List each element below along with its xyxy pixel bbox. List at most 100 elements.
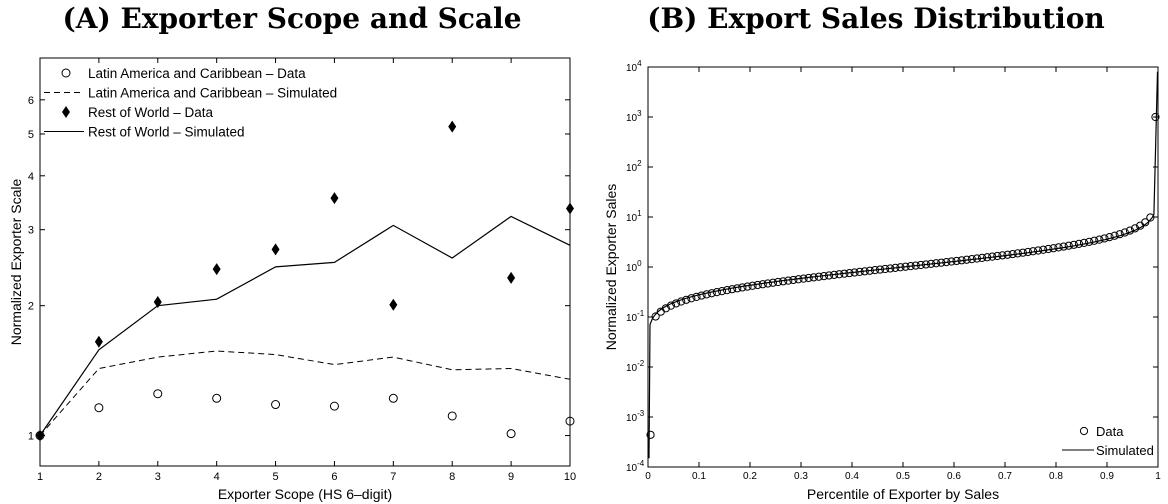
point-data (763, 279, 772, 288)
point-data (779, 277, 788, 286)
point-data (1039, 245, 1048, 254)
x-tick-label-a: 1 (37, 471, 43, 483)
y-tick-label-b: 103 (626, 109, 642, 124)
point-row-data (94, 335, 103, 348)
point-row-data (330, 192, 339, 205)
point-data (952, 256, 961, 266)
x-tick-label-a: 5 (272, 471, 278, 483)
point-data (1146, 213, 1155, 222)
point-data (1100, 234, 1109, 243)
point-data (717, 287, 727, 296)
y-tick-label-b: 101 (626, 209, 642, 224)
point-data (1018, 248, 1027, 257)
point-data (728, 285, 737, 294)
point-data (1074, 239, 1084, 248)
point-data (789, 275, 798, 285)
point-data (702, 290, 711, 299)
x-tick-label-b: 0.6 (947, 471, 961, 482)
x-tick-label-a: 9 (508, 471, 514, 483)
point-data (697, 291, 706, 300)
x-tick-label-a: 4 (214, 471, 220, 483)
y-tick-label-a: 1 (28, 431, 34, 443)
point-data (768, 278, 778, 287)
point-data (748, 281, 757, 290)
chart-a-svg: 1 2 3 4 5 6 7 8 9 10 1 2 3 4 5 6 Exporter Scope (HS 6–di… (8, 57, 576, 502)
point-row-data (212, 263, 221, 276)
point-data (1085, 237, 1094, 246)
x-tick-label-a: 6 (331, 471, 337, 483)
point-data (1115, 230, 1124, 239)
y-tick-label-a: 6 (28, 95, 34, 107)
point-data (733, 284, 742, 293)
y-tick-label-b: 10-2 (626, 359, 645, 374)
legend-item-row-data-label: Rest of World – Data (88, 105, 214, 120)
point-data (962, 255, 971, 264)
point-data (1069, 240, 1078, 249)
legend-item-lac-simulated-label: Latin America and Caribbean – Simulated (88, 86, 337, 101)
point-data (921, 260, 931, 269)
point-data (891, 263, 900, 272)
point-data (988, 252, 997, 261)
point-lac-data (329, 401, 339, 411)
point-data (983, 253, 992, 262)
point-data (906, 262, 915, 271)
point-lac-data (271, 400, 281, 410)
point-lac-data (447, 411, 457, 421)
x-tick-label-b: 0 (645, 471, 651, 482)
x-tick-label-b: 0.8 (1049, 471, 1063, 482)
point-data (896, 263, 905, 272)
point-data (1023, 247, 1033, 257)
legend-item-row-data-marker (62, 106, 70, 118)
point-data (784, 276, 793, 285)
point-data (1090, 236, 1099, 245)
point-data (830, 270, 839, 279)
point-data (855, 267, 864, 276)
point-data (967, 255, 976, 264)
point-data (1008, 249, 1017, 259)
point-data (692, 292, 701, 301)
point-data (814, 272, 823, 281)
point-data (977, 253, 987, 263)
x-tick-label-b: 0.9 (1100, 471, 1114, 482)
y-tick-label-b: 102 (626, 159, 642, 174)
point-data (682, 295, 691, 304)
legend-item-row-simulated-label: Rest of World – Simulated (88, 125, 245, 140)
point-data (865, 266, 874, 275)
point-lac-data (388, 393, 398, 403)
y-axis-label-b: Normalized Exporter Sales (603, 184, 619, 351)
x-tick-label-a: 7 (390, 471, 396, 483)
y-tick-label-b: 10-1 (626, 309, 645, 324)
point-lac-data (212, 393, 222, 403)
y-axis-label-a: Normalized Exporter Scale (8, 179, 24, 346)
point-data (1120, 228, 1129, 237)
point-data (824, 271, 834, 280)
point-row-data (507, 271, 516, 284)
point-lac-data (153, 389, 163, 399)
point-data (646, 430, 655, 439)
y-tick-label-a: 5 (28, 129, 34, 141)
point-data (860, 267, 869, 276)
legend-item-data-label: Data (1096, 424, 1124, 439)
point-data (957, 256, 966, 265)
point-data (875, 265, 885, 274)
point-data (1064, 241, 1073, 250)
legend-item-lac-data-label: Latin America and Caribbean – Data (88, 66, 306, 81)
point-data (1044, 244, 1053, 254)
point-data (651, 312, 660, 321)
point-row-data (153, 295, 162, 308)
point-row-data (448, 120, 457, 133)
point-data (773, 277, 783, 287)
point-data (901, 262, 910, 271)
x-tick-label-a: 8 (449, 471, 455, 483)
point-data (687, 294, 696, 303)
point-data (916, 260, 925, 270)
plot-frame-a (39, 57, 571, 467)
point-row-data (566, 202, 574, 215)
y-tick-label-b: 10-4 (626, 459, 645, 474)
legend-item-data-marker (1079, 426, 1089, 436)
point-row-data (271, 243, 280, 256)
point-data (886, 264, 895, 273)
point-data (712, 288, 721, 297)
point-data (1034, 246, 1043, 255)
point-data (1130, 224, 1140, 233)
